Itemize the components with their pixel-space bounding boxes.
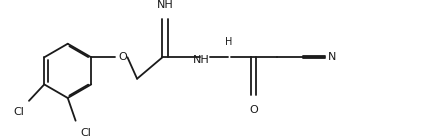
Text: NH: NH [157,0,173,10]
Text: H: H [225,37,232,47]
Text: O: O [118,52,127,62]
Text: Cl: Cl [13,107,24,117]
Text: Cl: Cl [81,128,91,138]
Text: O: O [249,105,258,115]
Text: NH: NH [193,55,209,65]
Text: N: N [328,52,336,62]
